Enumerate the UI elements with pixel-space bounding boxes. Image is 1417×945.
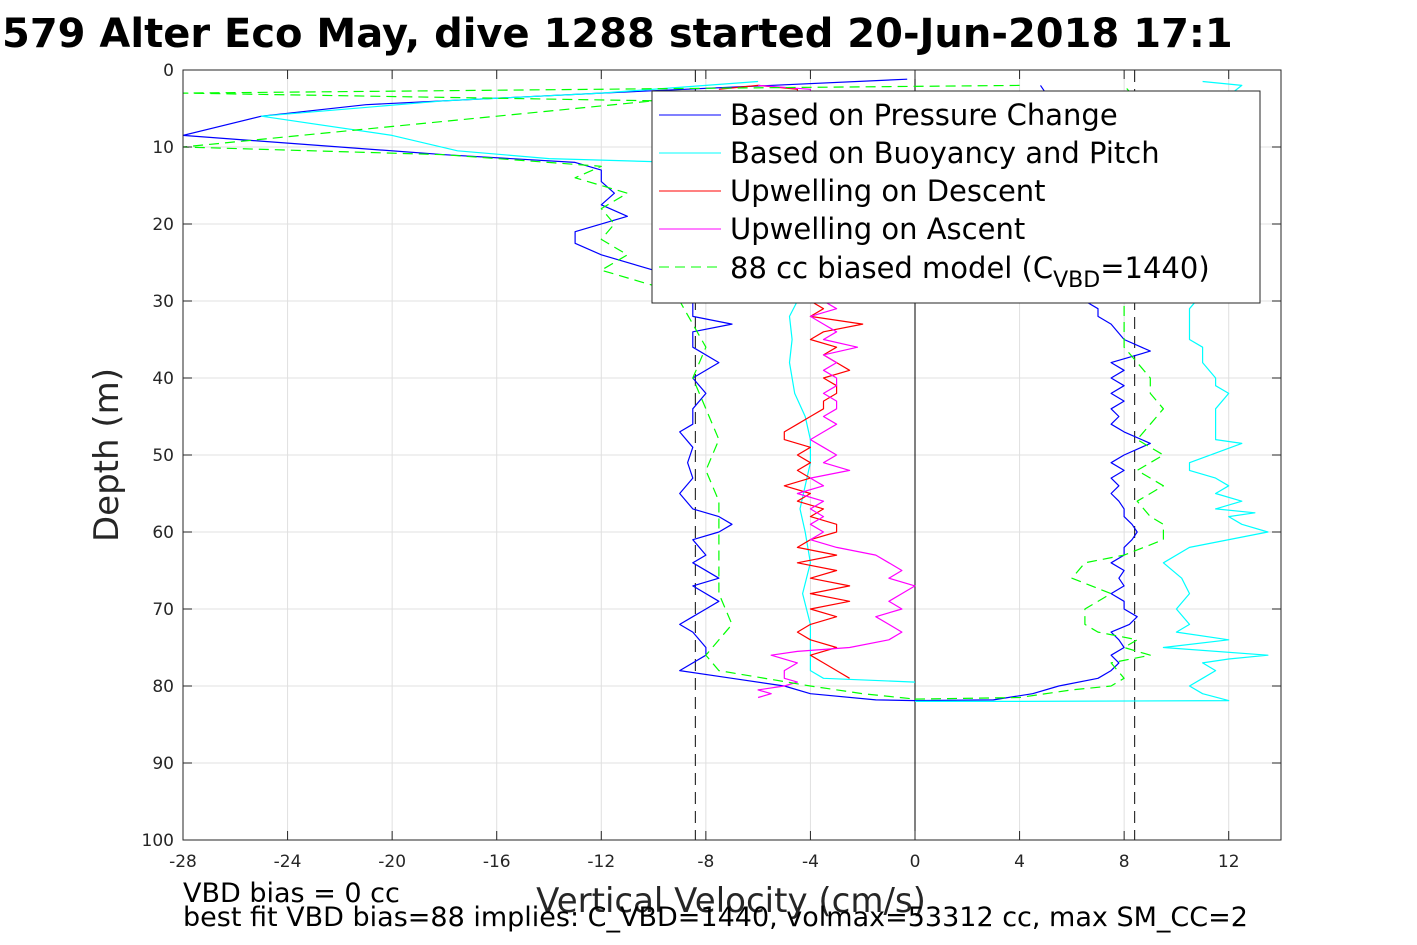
x-axis-ticks: -28 -24 -20 -16 -12 -8 -4 0 4 8 12 [169, 70, 1240, 872]
legend-model-suffix: =1440) [1100, 251, 1209, 285]
y-tick-label: 0 [163, 61, 174, 81]
x-tick-label: -28 [169, 852, 197, 872]
legend-label-model: 88 cc biased model (CVBD=1440) [730, 251, 1210, 293]
x-tick-label: -12 [587, 852, 615, 872]
y-axis-ticks: 0 10 20 30 40 50 60 70 80 90 100 [142, 61, 1281, 851]
legend-label-buoyancy: Based on Buoyancy and Pitch [730, 136, 1160, 170]
legend-box [651, 90, 1261, 304]
x-tick-label: -4 [802, 852, 819, 872]
series-line-0 [914, 85, 1151, 702]
x-tick-label: -20 [378, 852, 406, 872]
y-tick-label: 50 [152, 446, 174, 466]
y-tick-label: 70 [152, 600, 174, 620]
legend-label-upwelling-ascent: Upwelling on Ascent [730, 212, 1025, 246]
best-fit-note: best fit VBD bias=88 implies: C_VBD=1440… [183, 902, 1248, 933]
series-line-4 [183, 84, 1020, 700]
x-axis-label: Vertical Velocity (cm/s) [536, 881, 926, 921]
series-line-1 [915, 80, 1269, 702]
series-group [183, 78, 1269, 702]
series-line-4 [914, 85, 1164, 700]
y-tick-label: 30 [152, 292, 174, 312]
x-tick-label: 12 [1218, 852, 1240, 872]
legend-model-subscript: VBD [1053, 268, 1100, 293]
chart-title: 579 Alter Eco May, dive 1288 started 20-… [2, 11, 1233, 57]
y-tick-label: 20 [152, 215, 174, 235]
chart-legend: Based on Pressure Change Based on Buoyan… [651, 90, 1261, 304]
legend-label-pressure: Based on Pressure Change [730, 98, 1118, 132]
y-tick-label: 100 [142, 831, 174, 851]
x-tick-label: -16 [483, 852, 511, 872]
y-tick-label: 60 [152, 523, 174, 543]
series-line-1 [260, 80, 916, 683]
series-line-0 [183, 78, 916, 702]
x-tick-label: -8 [697, 852, 714, 872]
x-tick-label: 8 [1119, 852, 1130, 872]
x-tick-label: -24 [274, 852, 302, 872]
y-axis-label: Depth (m) [87, 368, 127, 542]
y-tick-label: 80 [152, 677, 174, 697]
y-tick-label: 40 [152, 369, 174, 389]
vbd-bias-note: VBD bias = 0 cc [183, 878, 400, 909]
x-tick-label: 4 [1014, 852, 1025, 872]
y-tick-label: 10 [152, 138, 174, 158]
legend-label-upwelling-descent: Upwelling on Descent [730, 174, 1046, 208]
legend-model-prefix: 88 cc biased model (C [730, 251, 1053, 285]
y-tick-label: 90 [152, 754, 174, 774]
series-line-3 [757, 84, 916, 699]
x-tick-label: 0 [910, 852, 921, 872]
